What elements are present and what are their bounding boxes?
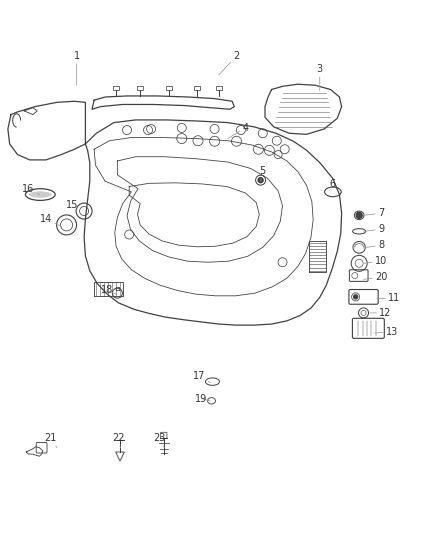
Text: 3: 3	[317, 64, 323, 91]
Bar	[216, 85, 222, 90]
Text: 4: 4	[228, 123, 248, 139]
Text: 6: 6	[330, 179, 336, 192]
Text: 12: 12	[370, 308, 392, 318]
Text: 2: 2	[219, 51, 240, 75]
Text: 18: 18	[101, 286, 116, 295]
Text: 1: 1	[74, 51, 80, 85]
Text: 14: 14	[40, 214, 61, 227]
Text: 19: 19	[195, 394, 210, 403]
Bar	[194, 85, 200, 90]
Text: 7: 7	[364, 208, 384, 218]
Text: 15: 15	[66, 200, 81, 213]
Bar	[137, 85, 143, 90]
Bar	[166, 85, 172, 90]
Text: 11: 11	[377, 294, 400, 303]
Text: 10: 10	[364, 256, 387, 266]
Text: 17: 17	[193, 371, 210, 383]
Text: 23: 23	[154, 433, 166, 448]
Bar	[113, 85, 119, 90]
Text: 20: 20	[364, 272, 387, 282]
Text: 8: 8	[364, 240, 384, 250]
Text: 9: 9	[364, 224, 384, 234]
Circle shape	[356, 212, 362, 219]
Text: 21: 21	[44, 433, 57, 448]
Text: 16: 16	[22, 184, 39, 195]
Text: 13: 13	[374, 327, 398, 336]
Text: 22: 22	[112, 433, 124, 448]
Ellipse shape	[29, 191, 52, 198]
Circle shape	[353, 295, 358, 299]
Circle shape	[258, 177, 263, 183]
Text: 5: 5	[260, 166, 266, 181]
